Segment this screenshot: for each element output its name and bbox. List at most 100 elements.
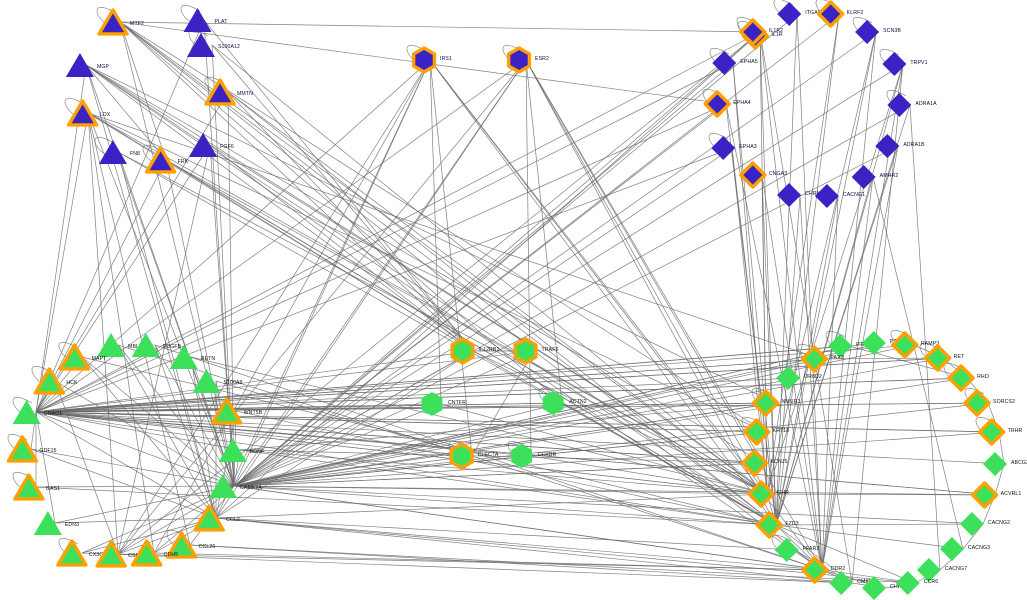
graph-edge (215, 350, 474, 519)
graph-edge (215, 517, 796, 551)
graph-node-nmur1[interactable]: NMUR1 (750, 387, 801, 419)
node-label: WNT5B (243, 410, 263, 417)
graph-node-scn3b[interactable]: SCN3B (851, 16, 901, 48)
graph-edge (35, 159, 167, 413)
graph-edge (799, 194, 823, 571)
graph-node-frk[interactable]: FRK (144, 143, 189, 177)
graph-node-clec7a[interactable]: CLEC7A (446, 440, 499, 472)
node-label: IRS1 (440, 56, 452, 63)
graph-node-wnt5b[interactable]: WNT5B (210, 394, 263, 428)
graph-edge (233, 402, 989, 487)
node-label: HCK (66, 380, 78, 387)
graph-node-mmtn[interactable]: MMTN (203, 75, 253, 109)
graph-node-adra1a[interactable]: ADRA1A (883, 89, 937, 121)
graph-edge (54, 380, 235, 487)
node-label: GAS1 (45, 486, 61, 493)
graph-node-irs1[interactable]: IRS1 (408, 44, 452, 76)
node-label: RET (953, 354, 965, 361)
graph-edge (821, 145, 899, 571)
graph-node-camk2a[interactable]: CAMK2A (206, 469, 262, 503)
graph-edge (233, 342, 884, 487)
graph-node-cacng1[interactable]: CACNG1 (811, 180, 865, 212)
node-label: S100A12 (217, 44, 241, 51)
graph-edge (35, 411, 217, 519)
graph-edge (233, 62, 734, 487)
graph-edge (35, 411, 241, 451)
graph-edge (821, 176, 874, 571)
graph-node-abcg2[interactable]: ABCG2 (979, 448, 1027, 480)
node-label: GNAO1 (43, 411, 63, 418)
graph-edge (35, 411, 235, 487)
graph-edge (215, 517, 853, 584)
graph-node-hck[interactable]: HCK (32, 364, 78, 398)
graph-edge (35, 402, 563, 413)
graph-node-actn2[interactable]: ACTN2 (537, 387, 587, 419)
node-label: NMUR1 (781, 399, 801, 406)
node-label: MMTN (237, 91, 253, 98)
graph-edge (119, 21, 761, 33)
graph-node-mgp[interactable]: MGP (63, 48, 109, 82)
graph-node-cntfr[interactable]: CNTFR (416, 388, 466, 420)
node-label: CAMK2A (240, 485, 262, 492)
graph-edge (35, 485, 235, 488)
graph-edge (761, 174, 777, 526)
graph-node-ghr[interactable]: GHR (745, 478, 789, 510)
node-label: FN8 (129, 151, 141, 158)
graph-node-esr2[interactable]: ESR2 (503, 44, 549, 76)
graph-node-mtf2[interactable]: MTF2 (96, 5, 144, 39)
graph-node-trpv1[interactable]: TRPV1 (878, 48, 928, 80)
graph-node-epha4[interactable]: EPHA4 (701, 88, 751, 120)
node-label: KCNJ5 (770, 459, 788, 466)
graph-edge (119, 21, 167, 161)
graph-node-il12rb1[interactable]: IL12RB1 (447, 335, 500, 367)
graph-node-gdf15[interactable]: GDF15 (5, 432, 57, 466)
graph-node-acvrl1[interactable]: ACVRL1 (969, 479, 1022, 511)
graph-node-sorcs2[interactable]: SORCS2 (961, 387, 1015, 419)
node-label: ESR2 (535, 56, 549, 63)
graph-edge (525, 59, 823, 571)
graph-edge (35, 344, 915, 413)
graph-edge (233, 431, 766, 487)
graph-node-ccr6[interactable]: CCR6 (892, 567, 939, 599)
node-label: LOX (99, 112, 111, 119)
node-label: GHR (777, 490, 789, 497)
node-label: ACTN2 (569, 399, 587, 406)
node-label: FGF6 (220, 144, 234, 151)
graph-node-fgf6[interactable]: FGF6 (186, 128, 234, 162)
graph-node-gas1[interactable]: GAS1 (12, 470, 60, 504)
graph-edge (87, 112, 155, 554)
graph-node-edn3[interactable]: EDN3 (31, 506, 79, 540)
graph-node-s100a8[interactable]: S100A8 (189, 364, 242, 398)
graph-edge (35, 112, 89, 413)
graph-node-epha5[interactable]: EPHA5 (708, 47, 758, 79)
graph-edge (775, 176, 874, 526)
node-label: S100A8 (223, 380, 243, 387)
graph-edge (775, 524, 964, 550)
graph-node-trhr[interactable]: TRHR (976, 416, 1023, 448)
graph-node-fn8[interactable]: FN8 (96, 135, 140, 169)
graph-edge (30, 448, 235, 487)
graph-edge (233, 402, 776, 487)
graph-node-adra1b[interactable]: ADRA1B (871, 130, 925, 162)
graph-edge (35, 357, 944, 413)
graph-node-traf6[interactable]: TRAF6 (510, 335, 559, 367)
graph-node-cdh5[interactable]: CDH5 (130, 536, 179, 570)
graph-node-bdnf[interactable]: BDNF (216, 433, 265, 467)
graph-edge (233, 13, 840, 487)
graph-edge (766, 63, 904, 495)
graph-edge (165, 159, 235, 487)
graph-node-kcnj5[interactable]: KCNJ5 (739, 447, 788, 479)
graph-edge (117, 344, 217, 519)
graph-edge (766, 31, 877, 495)
graph-node-krt18[interactable]: KRT18 (741, 416, 790, 448)
graph-node-cckbr[interactable]: CCKBR (506, 440, 557, 472)
graph-edge (227, 91, 768, 495)
graph-node-lox[interactable]: LOX (66, 96, 111, 130)
graph-edge (209, 144, 768, 495)
graph-node-s100a12[interactable]: S100A12 (184, 28, 240, 62)
graph-edge (759, 31, 777, 526)
graph-edge (775, 145, 899, 526)
graph-node-gnao1[interactable]: GNAO1 (10, 395, 63, 429)
graph-node-il1r2[interactable]: IL1R2 (737, 16, 783, 48)
